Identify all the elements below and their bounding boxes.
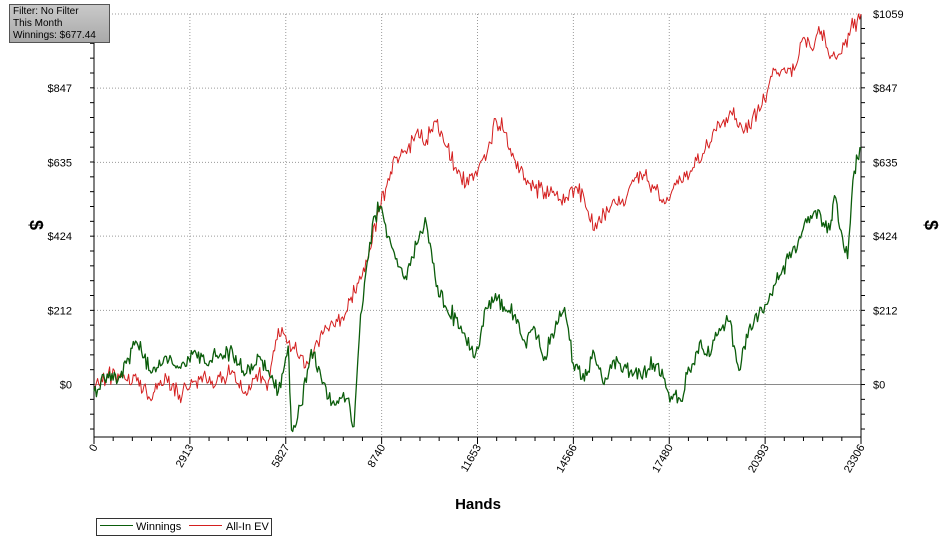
period-label: This Month: [13, 18, 63, 29]
grid-lines: [93, 13, 862, 437]
y-tick-label-right: $424: [873, 231, 897, 243]
x-tick-label: 8740: [366, 443, 389, 470]
series-lines: [93, 13, 862, 433]
y-tick-label-right: $635: [873, 157, 897, 169]
x-tick-label: 2913: [174, 443, 197, 470]
legend-swatch-winnings: [100, 525, 133, 526]
y-tick-label-left: $424: [48, 231, 72, 243]
series-line-winnings: [93, 147, 861, 433]
filter-label: Filter: No Filter: [13, 6, 79, 17]
y-tick-label-left: $212: [48, 305, 72, 317]
x-tick-label: 11653: [459, 443, 484, 475]
y-tick-label-right: $0: [873, 380, 885, 392]
y-tick-label-left: $847: [48, 83, 72, 95]
filter-info-box: Filter: No Filter This Month Winnings: $…: [9, 4, 110, 43]
x-tick-label: 20393: [746, 443, 772, 475]
x-tick-label: 14566: [554, 443, 580, 475]
x-tick-label: 17480: [650, 443, 676, 475]
y-axis-title-right: $: [921, 220, 941, 230]
y-tick-label-left: $0: [60, 380, 72, 392]
y-tick-label-right: $212: [873, 305, 897, 317]
y-tick-label-right: $847: [873, 83, 897, 95]
legend-label-winnings: Winnings: [136, 521, 182, 533]
legend-label-allin-ev: All-In EV: [226, 521, 269, 533]
tick-labels: $0 $0 $212 $212 $424 $424 $635 $635 $847 $847 $105…: [41, 9, 903, 475]
x-tick-label: 5827: [270, 443, 293, 470]
y-tick-label-right: $1059: [873, 9, 904, 21]
chart-legend: Winnings All-In EV: [96, 518, 272, 536]
x-tick-label: 23306: [842, 443, 868, 475]
winnings-summary: Winnings: $677.44: [13, 30, 96, 41]
y-tick-label-left: $635: [48, 157, 72, 169]
axes: [90, 14, 865, 444]
legend-swatch-allin-ev: [189, 525, 222, 526]
series-line-allin-ev: [93, 13, 862, 404]
x-axis-title: Hands: [455, 496, 501, 513]
y-axis-title-left: $: [26, 220, 46, 230]
x-tick-label: 0: [87, 443, 100, 454]
